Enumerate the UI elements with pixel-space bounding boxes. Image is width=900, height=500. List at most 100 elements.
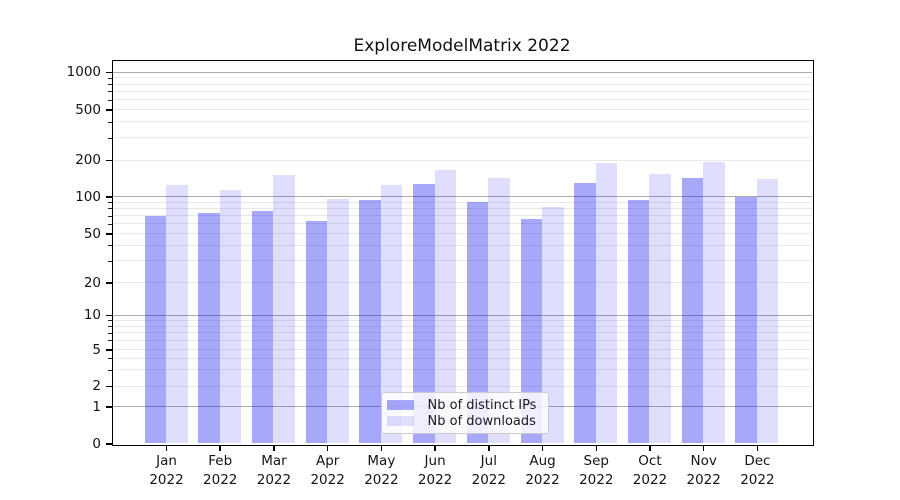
y-tick-1000: [105, 71, 112, 74]
legend-label-distinct-ips: Nb of distinct IPs: [427, 397, 537, 413]
bar-downloads-feb: [219, 189, 242, 444]
y-minor-tick-300: [108, 137, 112, 139]
y-minor-tick-70: [108, 215, 112, 217]
legend-swatch-downloads: [386, 416, 414, 427]
legend-item-distinct-ips: Nb of distinct IPs: [386, 397, 542, 414]
x-tick-label-nov: Nov 2022: [686, 453, 721, 488]
legend-label-downloads: Nb of downloads: [427, 413, 536, 429]
x-tick-label-may: May 2022: [364, 453, 399, 488]
gridline-minor: [112, 83, 812, 85]
y-minor-tick-9: [108, 320, 112, 322]
y-tick-label-500: 500: [75, 101, 101, 118]
gridline-minor: [112, 233, 812, 234]
y-tick-10: [105, 314, 112, 317]
gridline-minor: [112, 223, 812, 225]
x-tick-label-oct: Oct 2022: [632, 453, 668, 488]
y-tick-label-5: 5: [92, 341, 101, 358]
y-minor-tick-60: [108, 223, 112, 225]
y-tick-2: [105, 385, 112, 388]
y-tick-200: [105, 159, 112, 162]
bar-downloads-oct: [649, 174, 671, 444]
bar-downloads-mar: [273, 175, 295, 444]
y-tick-50: [105, 233, 112, 235]
y-minor-tick-7: [108, 332, 112, 334]
bar-distinct-ips-dec: [735, 197, 757, 444]
x-tick-nov: [702, 445, 705, 451]
y-minor-tick-90: [108, 202, 112, 204]
legend: Nb of distinct IPs Nb of downloads: [380, 391, 549, 434]
x-tick-dec: [756, 445, 759, 451]
y-minor-tick-800: [108, 84, 112, 86]
bar-distinct-ips-jan: [144, 215, 166, 444]
gridline-minor: [112, 121, 812, 123]
y-tick-5: [105, 349, 112, 351]
y-tick-label-10: 10: [83, 307, 101, 323]
x-tick-label-jun: Jun 2022: [417, 453, 453, 488]
y-minor-tick-4: [108, 358, 112, 360]
gridline-major: [112, 71, 812, 73]
x-tick-label-mar: Mar 2022: [256, 453, 292, 488]
plot-area: [111, 59, 814, 446]
y-tick-label-1: 1: [92, 398, 101, 415]
y-minor-tick-80: [108, 208, 112, 210]
gridline-minor: [112, 339, 812, 341]
gridline-minor: [112, 332, 812, 334]
y-tick-label-100: 100: [75, 188, 101, 205]
bar-downloads-apr: [327, 198, 349, 444]
bar-downloads-jun: [434, 170, 457, 444]
gridline-minor: [112, 282, 812, 283]
x-tick-label-sep: Sep 2022: [579, 453, 614, 488]
y-tick-label-200: 200: [75, 152, 101, 168]
y-tick-100: [105, 196, 112, 198]
legend-swatch-distinct-ips: [386, 400, 414, 411]
y-tick-20: [105, 282, 112, 284]
gridline-minor: [112, 201, 812, 203]
y-tick-label-20: 20: [83, 274, 101, 291]
bar-distinct-ips-oct: [627, 200, 650, 444]
y-minor-tick-900: [108, 77, 112, 79]
y-tick-0: [105, 443, 112, 445]
y-minor-tick-30: [108, 260, 112, 262]
y-tick-1: [105, 406, 112, 408]
gridline-minor: [112, 77, 812, 79]
x-tick-label-jan: Jan 2022: [149, 453, 184, 488]
x-tick-jul: [488, 445, 490, 451]
y-tick-500: [105, 109, 112, 111]
bar-distinct-ips-may: [359, 199, 381, 444]
gridline-minor: [112, 99, 812, 101]
gridline-minor: [112, 159, 812, 161]
x-tick-label-aug: Aug 2022: [525, 453, 560, 488]
y-minor-tick-6: [108, 340, 112, 342]
y-tick-label-0: 0: [92, 435, 101, 452]
x-tick-apr: [326, 445, 329, 451]
y-minor-tick-700: [108, 91, 112, 93]
x-tick-oct: [649, 445, 651, 451]
bar-distinct-ips-sep: [574, 183, 596, 444]
gridline-minor: [112, 385, 812, 387]
bar-downloads-dec: [756, 178, 779, 444]
x-tick-jun: [434, 445, 436, 451]
bar-downloads-sep: [595, 162, 618, 444]
x-tick-label-dec: Dec 2022: [740, 453, 775, 488]
bar-distinct-ips-feb: [198, 213, 220, 444]
x-tick-label-jul: Jul 2022: [471, 453, 506, 488]
gridline-minor: [112, 109, 812, 110]
y-minor-tick-8: [108, 326, 112, 328]
bar-distinct-ips-nov: [681, 178, 704, 444]
y-minor-tick-400: [108, 121, 112, 123]
y-tick-label-50: 50: [83, 225, 101, 242]
x-tick-sep: [595, 445, 597, 451]
bar-distinct-ips-jul: [466, 202, 489, 444]
y-tick-label-1000: 1000: [66, 64, 101, 80]
gridline-minor: [112, 319, 812, 321]
x-tick-label-apr: Apr 2022: [310, 453, 345, 488]
legend-item-downloads: Nb of downloads: [386, 413, 542, 430]
bar-downloads-may: [380, 184, 403, 444]
bar-downloads-aug: [542, 207, 564, 444]
x-tick-mar: [273, 445, 275, 451]
gridline-minor: [112, 215, 812, 217]
x-tick-aug: [541, 445, 544, 451]
x-tick-may: [380, 445, 383, 451]
gridline-minor: [112, 357, 812, 359]
